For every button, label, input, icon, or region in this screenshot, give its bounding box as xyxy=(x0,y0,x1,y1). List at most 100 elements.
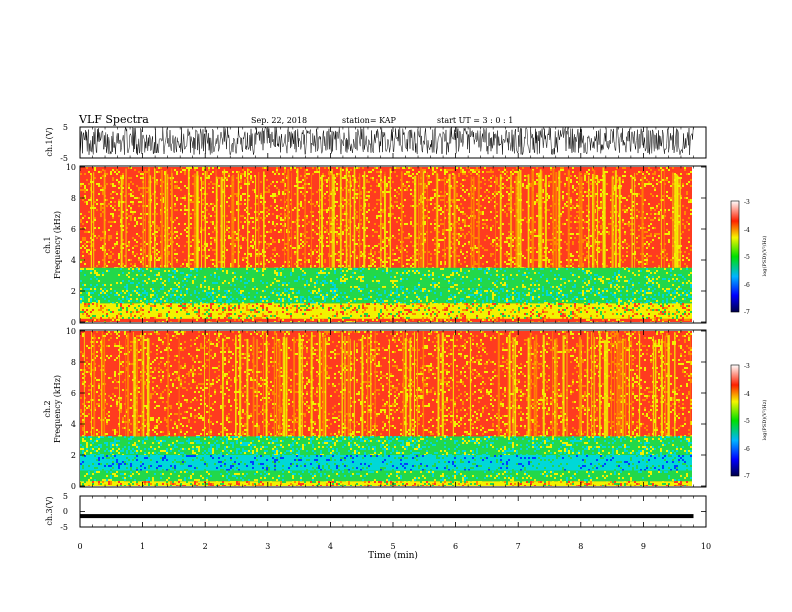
ch1-spec-speckle xyxy=(226,171,228,173)
ch1-spec-speckle xyxy=(240,191,242,193)
ch1-spec-speckle xyxy=(100,229,102,231)
ch1-spec-speckle xyxy=(370,253,372,255)
ch1-spec-speckle xyxy=(242,215,244,217)
ch1-spec-speckle xyxy=(496,179,498,181)
ch1-spec-speckle xyxy=(126,229,128,231)
ch1-spec-speckle xyxy=(498,241,500,243)
ch1-spec-speckle xyxy=(206,221,208,223)
ch1-spec-speckle xyxy=(434,171,436,173)
ch1-spec-speckle xyxy=(522,239,524,241)
ch1-spec-speckle xyxy=(132,239,134,241)
ch1-spec-speckle xyxy=(366,191,368,193)
ch1-spec-speckle xyxy=(84,187,86,189)
ch1-spec-speckle xyxy=(162,231,164,233)
ch1-spec-speckle xyxy=(362,259,364,261)
ch1-spec-speckle xyxy=(450,227,452,229)
ch1-spec-speckle xyxy=(298,195,300,197)
ch1-spec-speckle xyxy=(450,187,452,189)
ch1-spec-speckle xyxy=(514,197,516,199)
ch1-spec-speckle xyxy=(444,169,446,171)
ch1-spec-speckle xyxy=(140,213,142,215)
ch1-spec-speckle xyxy=(202,181,204,183)
ch1-spec-speckle xyxy=(486,195,488,197)
ch1-spec-speckle xyxy=(308,223,310,225)
ch1-spec-speckle xyxy=(350,205,352,207)
ch1-spec-speckle xyxy=(132,253,134,255)
ch1-spec-speckle xyxy=(268,261,270,263)
ch1-spec-speckle xyxy=(434,239,436,241)
ch1-spec-speckle xyxy=(182,205,184,207)
ch1-spec-speckle xyxy=(432,167,434,169)
ch1-spec-speckle xyxy=(388,193,390,195)
ch1-spec-speckle xyxy=(180,179,182,181)
ch1-spec-speckle xyxy=(206,167,208,169)
ch1-spec-speckle xyxy=(536,259,538,261)
ch1-spec-speckle xyxy=(438,193,440,195)
ch1-spec-speckle xyxy=(286,177,288,179)
ch1-spec-speckle xyxy=(498,227,500,229)
ch1-spec-speckle xyxy=(398,235,400,237)
ch1-spec-speckle xyxy=(378,169,380,171)
ch1-spec-speckle xyxy=(282,215,284,217)
ch1-spec-speckle xyxy=(464,225,466,227)
ch1-spec-speckle xyxy=(118,249,120,251)
ch1-spec-speckle xyxy=(242,237,244,239)
ch1-spec-speckle xyxy=(486,219,488,221)
ch1-spec-speckle xyxy=(206,169,208,171)
ch1-spec-speckle xyxy=(482,257,484,259)
ch1-spec-speckle xyxy=(402,217,404,219)
ch1-spec-speckle xyxy=(484,217,486,219)
ch1-spec-speckle xyxy=(438,195,440,197)
ch1-spec-speckle xyxy=(416,197,418,199)
ch1-spec-speckle xyxy=(136,223,138,225)
ch1-spec-speckle xyxy=(190,247,192,249)
ch1-spec-speckle xyxy=(410,189,412,191)
ch1-spec-speckle xyxy=(376,215,378,217)
ch1-spec-speckle xyxy=(424,175,426,177)
ch1-spec-speckle xyxy=(118,205,120,207)
ch1-spec-speckle xyxy=(474,245,476,247)
ch1-spec-speckle xyxy=(174,187,176,189)
ch1-spec-speckle xyxy=(508,203,510,205)
ch1-spec-speckle xyxy=(518,199,520,201)
ch1-spec-speckle xyxy=(298,245,300,247)
ch1-spec-speckle xyxy=(372,225,374,227)
ch1-spec-speckle xyxy=(370,265,372,267)
ch1-spec-speckle xyxy=(198,245,200,247)
ch1-spec-speckle xyxy=(398,261,400,263)
ch1-spec-speckle xyxy=(386,221,388,223)
ch1-spec-speckle xyxy=(184,173,186,175)
ch1-spec-speckle xyxy=(184,177,186,179)
ch1-spec-speckle xyxy=(416,209,418,211)
ch1-spec-speckle xyxy=(428,251,430,253)
ch1-spec-speckle xyxy=(280,265,282,267)
ch1-spec-speckle xyxy=(236,209,238,211)
ch1-spec-speckle xyxy=(300,251,302,253)
ch1-spec-speckle xyxy=(186,227,188,229)
ch1-spec-speckle xyxy=(372,213,374,215)
ch1-spec-speckle xyxy=(278,203,280,205)
ch1-spec-speckle xyxy=(438,223,440,225)
ch1-spec-speckle xyxy=(84,171,86,173)
ch1-spec-speckle xyxy=(370,185,372,187)
ch1-spec-speckle xyxy=(162,199,164,201)
ch1-spec-speckle xyxy=(412,225,414,227)
ch1-spec-speckle xyxy=(126,213,128,215)
ch1-spec-speckle xyxy=(300,169,302,171)
ch1-spec-speckle xyxy=(514,237,516,239)
ch1-spec-speckle xyxy=(526,221,528,223)
ch1-spec-speckle xyxy=(80,221,82,223)
ch1-spec-speckle xyxy=(274,201,276,203)
ch1-spec-speckle xyxy=(92,169,94,171)
ch1-spec-speckle xyxy=(434,199,436,201)
ch1-spec-speckle xyxy=(482,247,484,249)
ch1-spec-speckle xyxy=(130,209,132,211)
ch1-spec-speckle xyxy=(306,231,308,233)
ch1-spec-speckle xyxy=(116,197,118,199)
ch1-spec-speckle xyxy=(100,185,102,187)
ch1-spec-speckle xyxy=(206,171,208,173)
ch1-spec-speckle xyxy=(226,221,228,223)
ch1-spec-speckle xyxy=(338,167,340,169)
ch1-spec-speckle xyxy=(484,175,486,177)
ch1-spec-speckle xyxy=(542,191,544,193)
